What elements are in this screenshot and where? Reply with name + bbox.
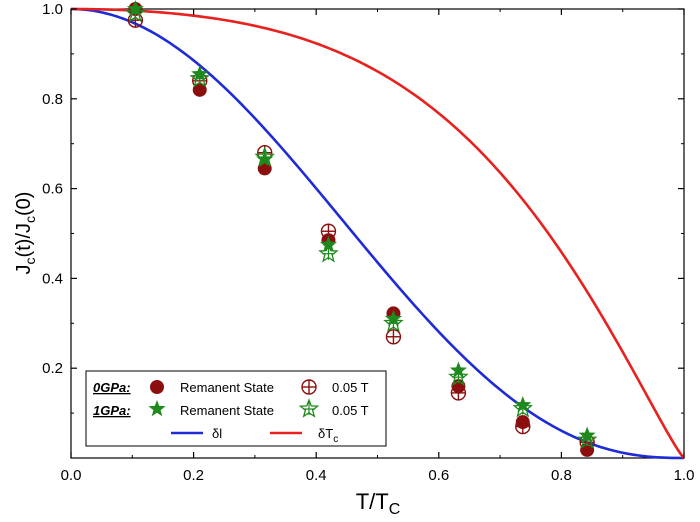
legend-marker-hollow-star (298, 398, 320, 418)
legend-label-field-0gpa: 0.05 T (332, 380, 369, 395)
x-tick-label: 0.6 (428, 467, 449, 484)
legend-box (85, 370, 387, 447)
y-tick-label: 1.0 (42, 1, 63, 18)
legend-label-delta-l: δl (212, 426, 222, 441)
data-point-hollow-star (254, 146, 276, 166)
y-tick-label: 0.2 (42, 360, 63, 377)
data-point-crossed-circle (515, 418, 531, 435)
data-point-hollow-star (448, 366, 469, 386)
data-point-crossed-circle (450, 385, 467, 401)
legend-label-delta-tc: δTc (318, 426, 338, 445)
data-point-hollow-star (125, 2, 146, 23)
data-point-hollow-star (318, 242, 339, 263)
x-tick-label: 1.0 (674, 467, 695, 484)
y-tick-label: 0.6 (42, 181, 63, 198)
data-markers (125, 0, 598, 457)
x-tick-label: 0.4 (306, 467, 327, 484)
legend-marker-filled-star (148, 400, 166, 417)
legend-label-remanent-1gpa: Remanent State (180, 403, 274, 418)
legend-marker-crossed-circle (301, 379, 317, 395)
y-tick-label: 0.4 (42, 270, 63, 287)
data-point-hollow-star (576, 429, 598, 449)
data-point-hollow-star (383, 312, 404, 333)
y-axis-label: Jc(t)/Jc(0) (13, 192, 38, 275)
data-point-crossed-circle (385, 329, 402, 345)
data-point-hollow-star (189, 67, 211, 88)
y-axis-ticks: 0.2 0.4 0.6 0.8 1.0 (42, 1, 684, 414)
data-point-hollow-star (512, 397, 534, 418)
legend-group-0gpa: 0GPa: (93, 380, 131, 395)
legend-label-remanent-0gpa: Remanent State (180, 380, 274, 395)
legend-group-1gpa: 1GPa: (93, 403, 131, 418)
x-tick-label: 0.2 (183, 467, 204, 484)
legend-label-field-1gpa: 0.05 T (332, 403, 369, 418)
legend: 0GPa: Remanent State 0.05 T 1GPa: Remane… (85, 370, 387, 447)
x-tick-label: 0.8 (551, 467, 572, 484)
y-tick-label: 0.8 (42, 91, 63, 108)
x-axis-label: T/TC (356, 489, 401, 518)
legend-marker-filled-circle (150, 380, 164, 394)
curve-delta-tc (71, 7, 685, 459)
x-axis-ticks: 0.0 0.2 0.4 0.6 0.8 1.0 (61, 9, 695, 484)
x-tick-label: 0.0 (61, 467, 82, 484)
